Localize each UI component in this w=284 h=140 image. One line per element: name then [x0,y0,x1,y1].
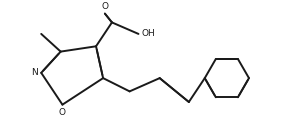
Text: OH: OH [141,29,155,38]
Text: O: O [101,2,108,11]
Text: N: N [31,68,38,77]
Text: O: O [59,108,66,117]
